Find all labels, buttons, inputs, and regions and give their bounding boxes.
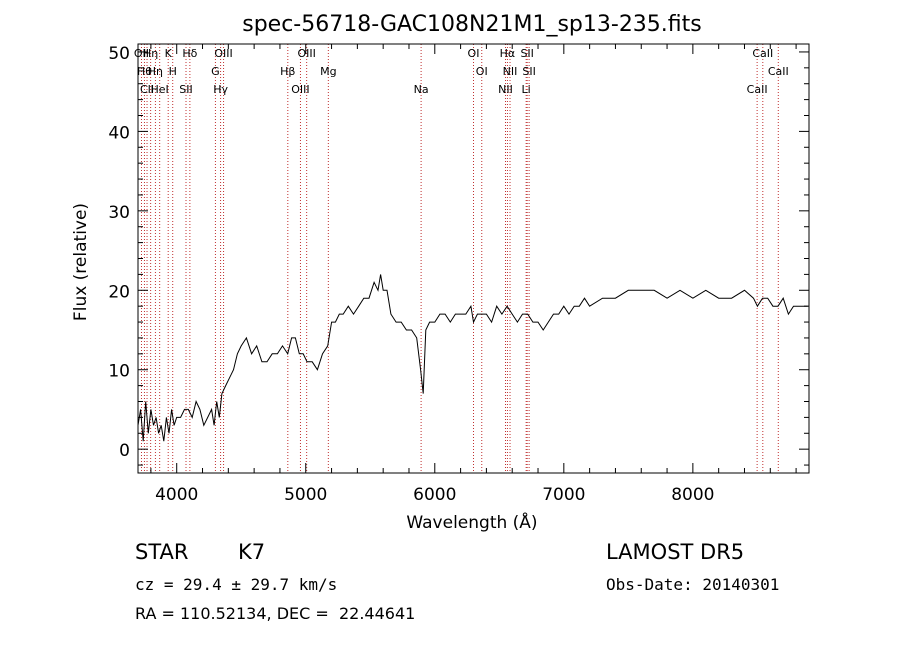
y-tick-label: 50 bbox=[108, 44, 130, 64]
line-label: K bbox=[165, 47, 173, 60]
line-label: Hη bbox=[148, 65, 163, 78]
x-axis-label: Wavelength (Å) bbox=[406, 511, 537, 533]
y-tick-label: 20 bbox=[108, 282, 130, 302]
line-label: Hβ bbox=[280, 65, 295, 78]
y-tick-label: 30 bbox=[108, 203, 130, 223]
y-tick-label: 10 bbox=[108, 362, 130, 382]
object-class: STAR bbox=[135, 540, 189, 564]
line-label: Mg bbox=[320, 65, 336, 78]
x-tick-label: 8000 bbox=[671, 485, 714, 505]
object-subclass: K7 bbox=[238, 540, 266, 564]
redshift-value: cz = 29.4 ± 29.7 km/s bbox=[135, 575, 338, 594]
line-label: CaII bbox=[752, 47, 773, 60]
line-label: Li bbox=[522, 83, 531, 96]
x-tick-label: 5000 bbox=[284, 485, 327, 505]
x-axis: 4000 5000 6000 7000 8000 bbox=[150, 44, 797, 505]
y-axis: 0 10 20 30 40 50 bbox=[108, 44, 809, 466]
coordinates: RA = 110.52134, DEC = 22.44641 bbox=[135, 604, 416, 623]
x-tick-label: 7000 bbox=[542, 485, 585, 505]
y-tick-label: 0 bbox=[119, 441, 130, 461]
line-label: OI bbox=[468, 47, 480, 60]
line-label: CII bbox=[140, 83, 154, 96]
line-label: NII bbox=[503, 65, 518, 78]
line-label: SII bbox=[179, 83, 192, 96]
line-label: OIII bbox=[214, 47, 232, 60]
line-label: NII bbox=[498, 83, 513, 96]
y-tick-label: 40 bbox=[108, 123, 130, 143]
line-label: OI bbox=[476, 65, 488, 78]
line-label: HeI bbox=[151, 83, 169, 96]
y-axis-label: Flux (relative) bbox=[71, 203, 91, 321]
observation-date: Obs-Date: 20140301 bbox=[606, 575, 780, 594]
spectral-line-markers bbox=[140, 44, 779, 473]
line-label: Hη bbox=[143, 47, 158, 60]
line-label: SII bbox=[522, 65, 535, 78]
x-tick-label: 6000 bbox=[413, 485, 456, 505]
spectral-line-labels: OIIHθCIIHηHηHeIKHSIIHδGHγOIIIHβOIIIOIIIM… bbox=[134, 47, 789, 96]
line-label: SII bbox=[520, 47, 533, 60]
line-label: Hδ bbox=[182, 47, 197, 60]
line-label: OIII bbox=[291, 83, 309, 96]
x-tick-label: 4000 bbox=[155, 485, 198, 505]
line-label: Hα bbox=[500, 47, 516, 60]
line-label: H bbox=[169, 65, 177, 78]
line-label: CaII bbox=[768, 65, 789, 78]
line-label: Hγ bbox=[213, 83, 228, 96]
line-label: Na bbox=[414, 83, 429, 96]
spectrum-series-line bbox=[137, 274, 808, 442]
line-label: CaII bbox=[747, 83, 768, 96]
line-label: OIII bbox=[297, 47, 315, 60]
survey-name: LAMOST DR5 bbox=[606, 540, 745, 564]
line-label: G bbox=[211, 65, 220, 78]
chart-title: spec-56718-GAC108N21M1_sp13-235.fits bbox=[242, 12, 702, 37]
plot-frame bbox=[137, 43, 810, 474]
